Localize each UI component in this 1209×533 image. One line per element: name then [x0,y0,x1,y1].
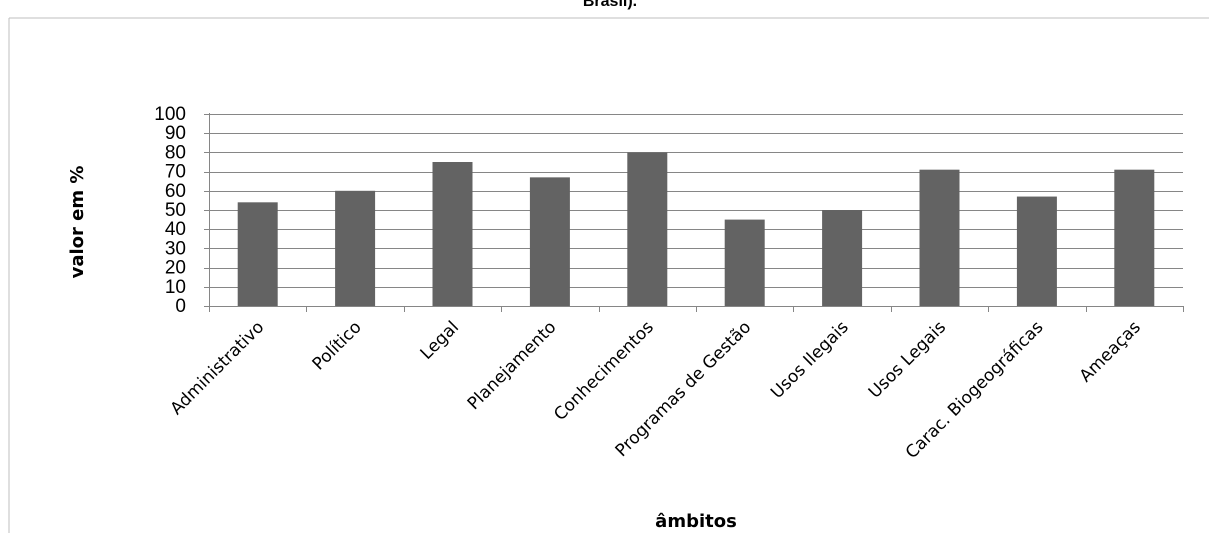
x-tick-label: Conhecimentos [550,317,658,425]
axes [204,113,1184,312]
bar [1016,196,1057,306]
bar [432,162,473,306]
x-tick-label: Legal [417,317,463,363]
y-tick-label: 30 [165,238,186,259]
x-tick-label: Ameaças [1076,317,1145,386]
bar [919,169,960,306]
x-tick-label: Administrativo [167,317,269,419]
y-tick-label: 0 [175,296,186,317]
bars [237,152,1155,306]
bar [627,152,668,306]
x-tick-label: Usos Legais [865,317,950,402]
y-tick-label: 40 [165,219,186,240]
y-tick-label: 100 [154,104,186,125]
bar [724,219,765,306]
bar [335,190,376,306]
y-tick-label: 80 [165,142,186,163]
y-tick-label: 60 [165,181,186,202]
bar [237,202,278,306]
bar [529,177,570,306]
bar [1114,169,1155,306]
x-tick-label: Usos Ilegais [767,317,853,403]
x-axis-title: âmbitos [655,511,737,532]
chart-title: Brasil). [583,0,637,10]
y-tick-label: 10 [165,277,186,298]
x-tick-labels: Administrativo Político Legal PlanejamentoC… [167,317,1145,463]
y-tick-label: 20 [165,258,186,279]
bar [822,210,863,306]
y-axis-title: valor em % [67,166,88,279]
y-tick-label: 90 [165,123,186,144]
x-tick-label: Planejamento [464,317,561,414]
x-tick-label: Político [309,317,366,374]
y-tick-label: 70 [165,162,186,183]
y-tick-label: 50 [165,200,186,221]
